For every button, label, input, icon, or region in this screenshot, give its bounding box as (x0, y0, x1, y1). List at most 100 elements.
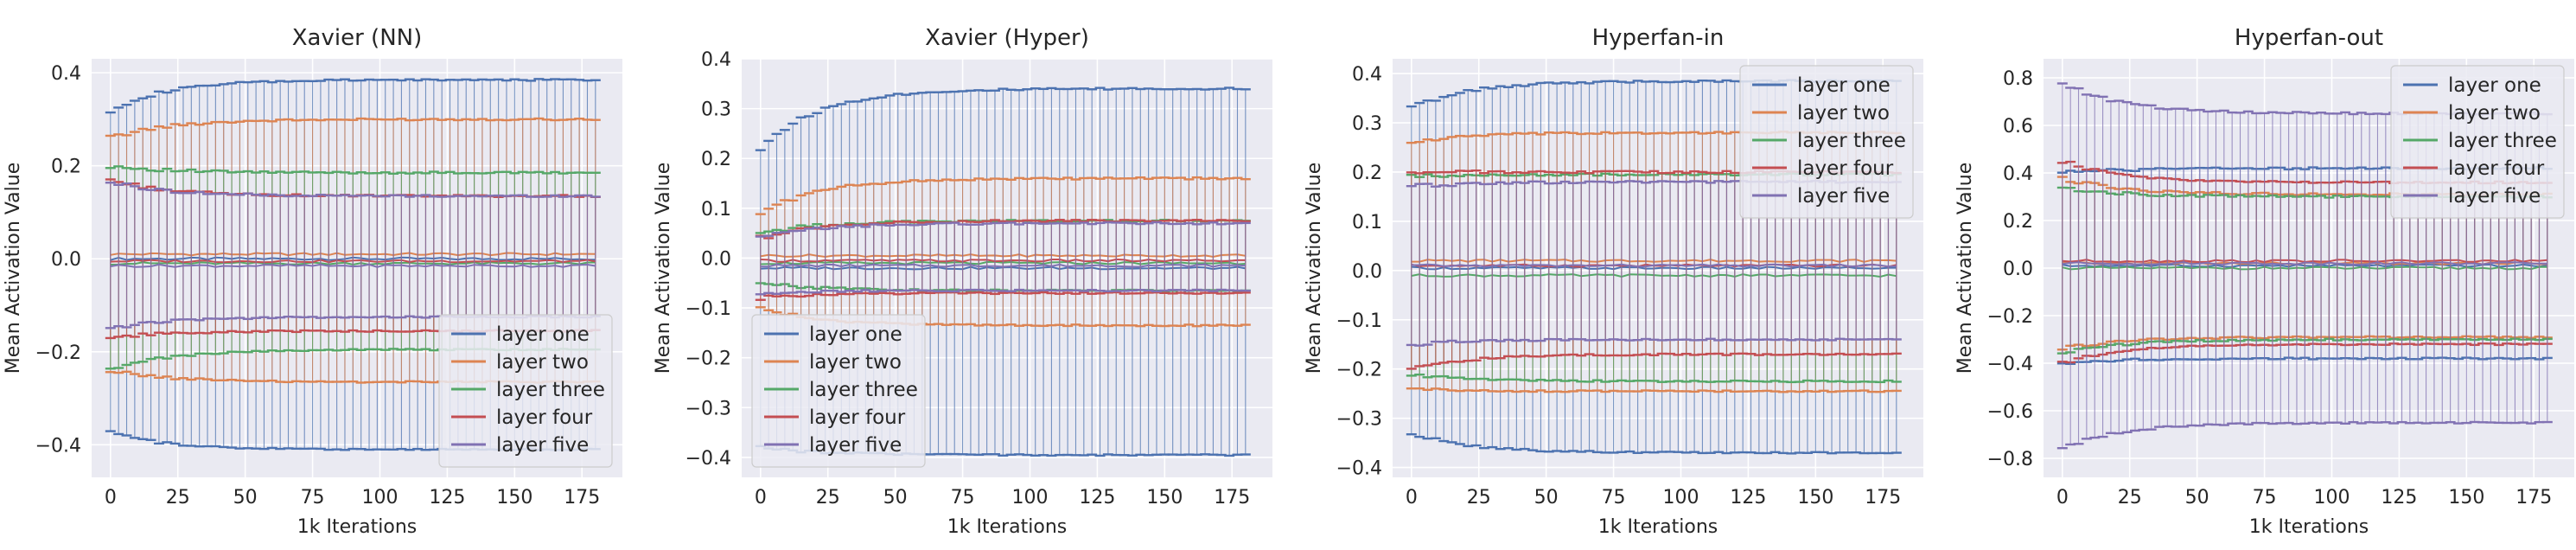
legend-entry: layer three (809, 379, 918, 401)
series-mean-line (760, 263, 1246, 268)
legend-entry: layer two (1797, 102, 1890, 125)
y-tick-label: −0.4 (35, 435, 81, 457)
legend-entry: layer five (809, 434, 902, 457)
x-tick-label: 150 (496, 487, 532, 508)
series-mean-line (110, 263, 596, 268)
x-tick-label: 175 (2515, 487, 2552, 508)
y-tick-label: −0.4 (1336, 458, 1382, 480)
legend-entry: layer five (496, 434, 589, 457)
x-tick-label: 0 (105, 487, 117, 508)
x-tick-label: 125 (1079, 487, 1115, 508)
series-layer-five (755, 221, 1251, 296)
legend-entry: layer five (2448, 185, 2541, 208)
y-tick-label: −0.1 (1336, 310, 1382, 332)
chart-title: Hyperfan-out (2235, 25, 2383, 51)
x-tick-label: 75 (1602, 487, 1626, 508)
legend: layer one layer two layer three layer four l… (751, 314, 926, 468)
plot-area (1406, 79, 1902, 455)
legend-entry: layer one (2448, 74, 2541, 97)
y-tick-label: −0.3 (1336, 409, 1382, 431)
y-tick-label: −0.2 (1336, 360, 1382, 381)
legend-entry: layer four (1797, 157, 1894, 180)
x-tick-label: 50 (1534, 487, 1559, 508)
y-tick-label: −0.3 (685, 398, 731, 419)
legend-entry: layer three (2448, 130, 2557, 152)
x-tick-label: 125 (429, 487, 465, 508)
x-tick-label: 0 (755, 487, 767, 508)
x-tick-label: 50 (883, 487, 908, 508)
y-axis-label: Mean Activation Value (1304, 163, 1325, 374)
y-tick-label: −0.2 (35, 342, 81, 364)
y-tick-label: 0.4 (2003, 163, 2033, 185)
x-tick-label: 25 (166, 487, 190, 508)
legend-entry: layer one (496, 323, 590, 346)
legend-box (751, 314, 926, 468)
y-tick-label: 0.1 (1352, 212, 1382, 233)
y-tick-label: 0.4 (1352, 64, 1382, 86)
y-tick-label: 0.4 (701, 49, 731, 71)
y-axis-label: Mean Activation Value (653, 163, 674, 374)
legend-entry: layer two (2448, 102, 2541, 125)
x-tick-label: 150 (2448, 487, 2484, 508)
x-tick-label: 125 (1730, 487, 1766, 508)
chart-panel-4: 0 25 50 75 100 125 150 175 −0.8 −0.6 −0.4 −0.2 0.0 0.… (1954, 25, 2574, 538)
legend-entry: layer four (2448, 157, 2545, 180)
x-tick-label: 175 (564, 487, 600, 508)
x-tick-label: 150 (1797, 487, 1833, 508)
x-tick-label: 75 (2253, 487, 2277, 508)
x-tick-label: 175 (1214, 487, 1250, 508)
series-mean-line (2062, 261, 2547, 265)
x-tick-label: 25 (1467, 487, 1491, 508)
y-tick-label: 0.3 (701, 99, 731, 121)
y-tick-label: 0.0 (2003, 259, 2033, 280)
x-tick-label: 100 (1662, 487, 1699, 508)
y-tick-label: 0.4 (51, 63, 81, 85)
y-tick-label: 0.0 (701, 248, 731, 270)
x-tick-label: 75 (951, 487, 975, 508)
y-tick-label: −0.6 (1987, 401, 2033, 423)
y-tick-label: 0.6 (2003, 116, 2033, 138)
legend: layer one layer two layer three layer four l… (438, 314, 613, 468)
x-tick-label: 50 (2185, 487, 2209, 508)
legend-entry: layer five (1797, 185, 1890, 208)
plot-area (105, 78, 601, 451)
y-tick-label: −0.2 (685, 349, 731, 370)
legend-entry: layer four (496, 406, 593, 429)
series-error-bars (110, 182, 596, 329)
legend-box (438, 314, 613, 468)
y-tick-label: 0.2 (1352, 163, 1382, 184)
x-tick-label: 175 (1865, 487, 1901, 508)
series-caps (755, 221, 1251, 296)
series-caps (105, 78, 601, 451)
chart-title: Xavier (NN) (292, 25, 423, 51)
x-axis-label: 1k Iterations (297, 516, 418, 538)
legend: layer one layer two layer three layer four l… (1739, 65, 1914, 219)
chart-title: Hyperfan-in (1592, 25, 1725, 51)
legend-entry: layer two (496, 351, 589, 374)
legend-entry: layer one (1797, 74, 1891, 97)
x-tick-label: 75 (301, 487, 325, 508)
x-tick-label: 100 (1011, 487, 1048, 508)
legend-entry: layer one (809, 323, 902, 346)
x-axis-label: 1k Iterations (1598, 516, 1718, 538)
x-tick-label: 50 (233, 487, 258, 508)
y-axis-label: Mean Activation Value (3, 163, 24, 374)
x-tick-label: 0 (1406, 487, 1418, 508)
chart-panel-2: 0 25 50 75 100 125 150 175 −0.4 −0.3 −0.2 −0.1 0.0 0.… (653, 25, 1272, 538)
x-tick-label: 0 (2056, 487, 2069, 508)
y-axis-label: Mean Activation Value (1954, 163, 1976, 374)
y-tick-label: 0.2 (701, 149, 731, 170)
series-caps (755, 176, 1251, 328)
legend: layer one layer two layer three layer four l… (2390, 65, 2565, 219)
y-tick-label: 0.1 (701, 199, 731, 221)
series-caps (1406, 180, 1902, 347)
x-tick-label: 100 (2313, 487, 2350, 508)
y-tick-label: −0.2 (1987, 306, 2033, 328)
legend-entry: layer three (496, 379, 605, 401)
plot-area (755, 86, 1251, 457)
y-tick-label: 0.2 (51, 157, 81, 178)
legend-entry: layer three (1797, 130, 1906, 152)
legend-entry: layer two (809, 351, 902, 374)
